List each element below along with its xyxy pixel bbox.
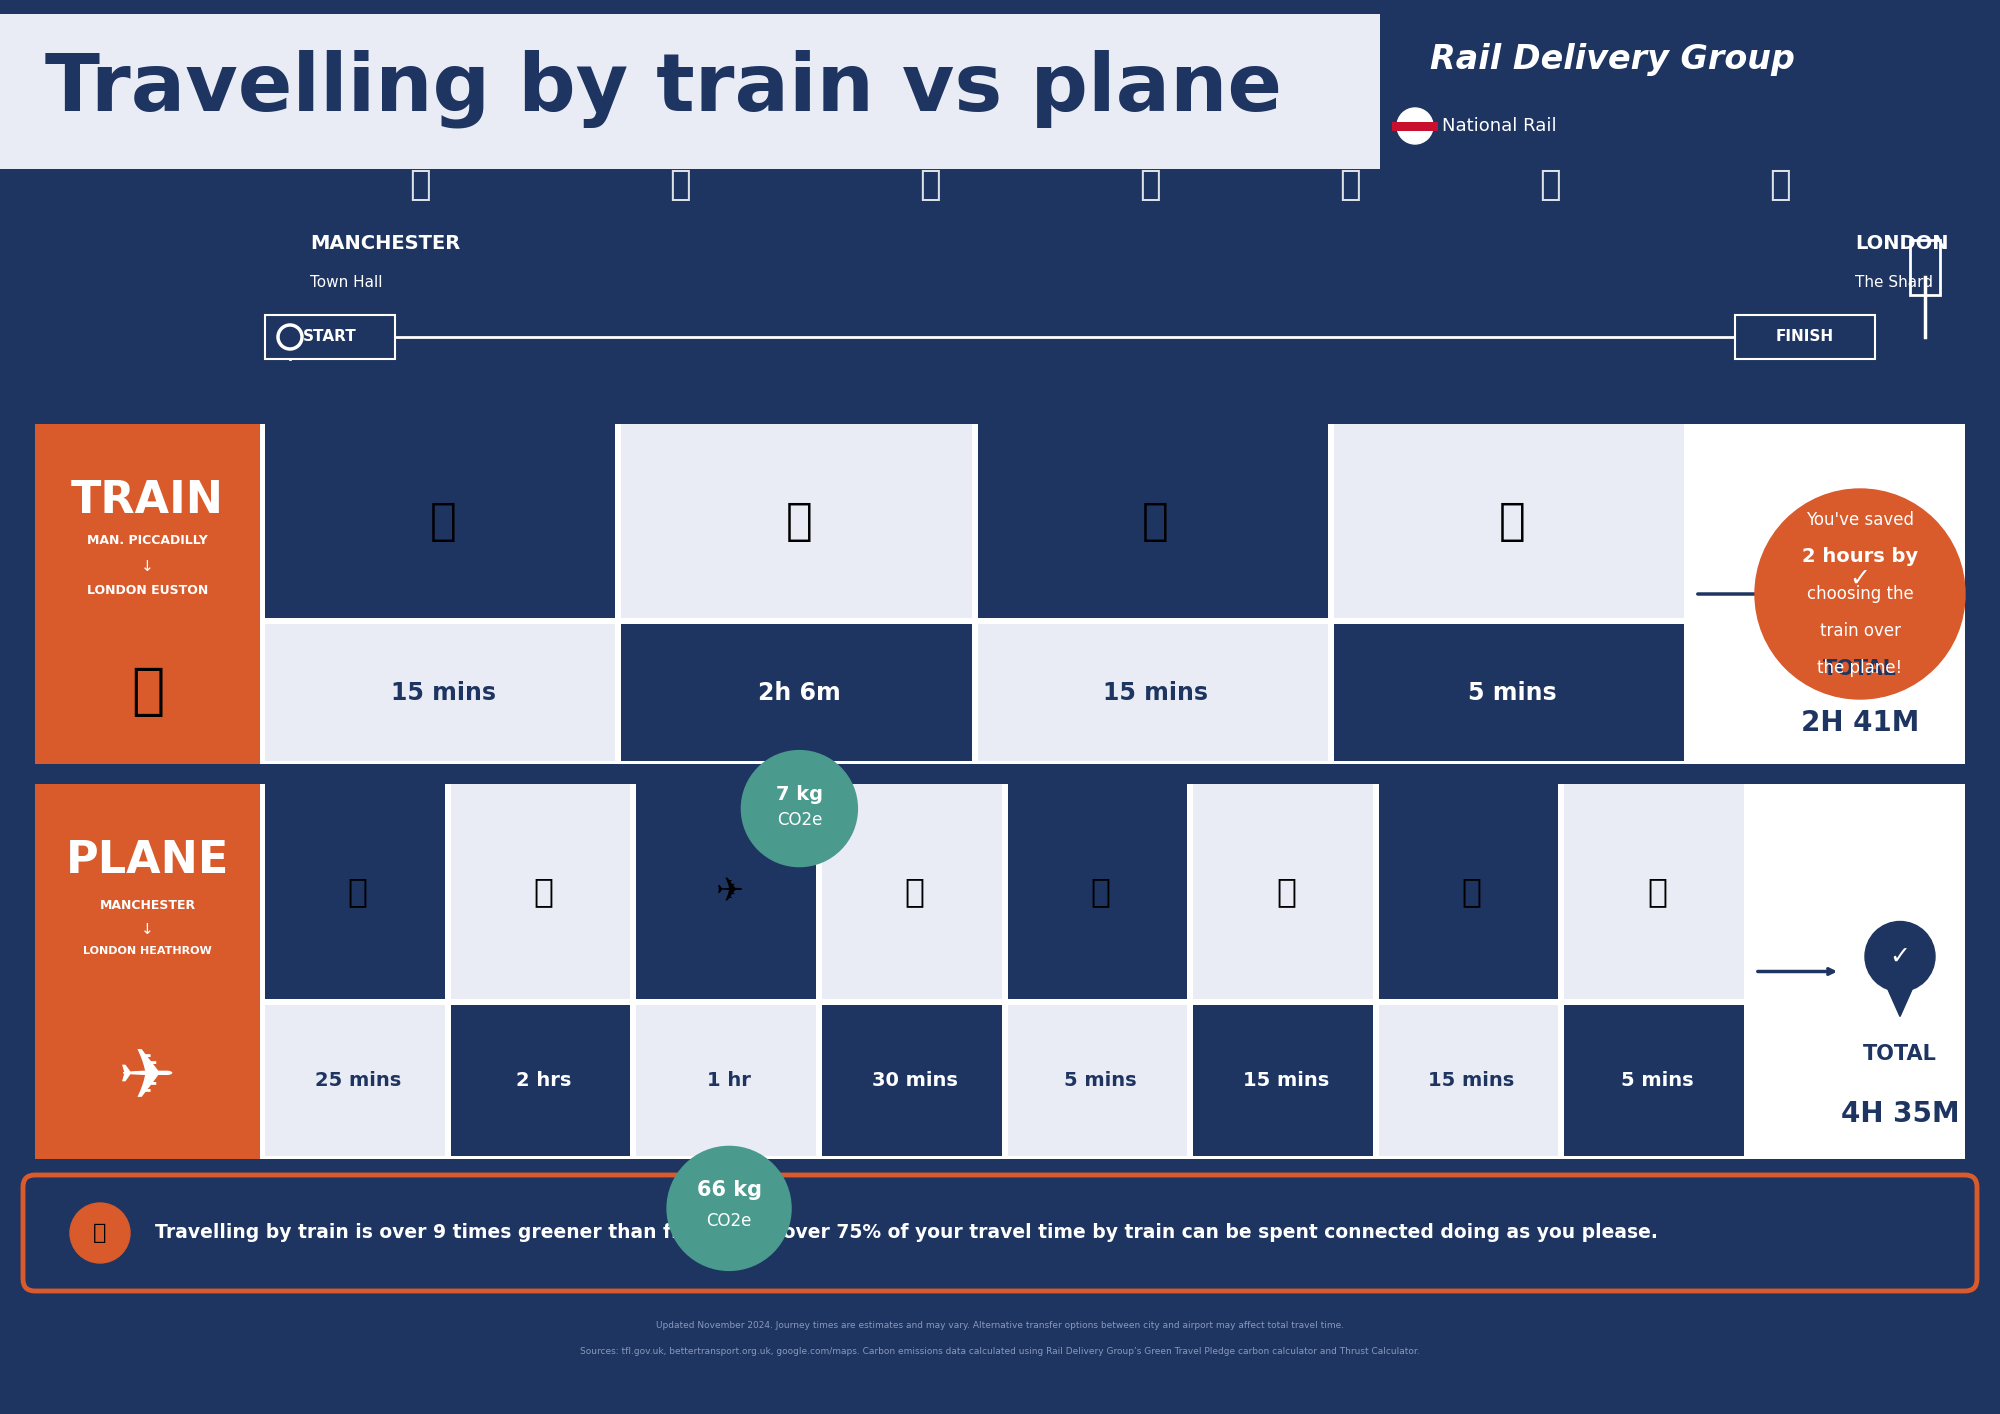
FancyBboxPatch shape xyxy=(978,624,1328,761)
Text: MAN. PICCADILLY: MAN. PICCADILLY xyxy=(88,534,208,547)
FancyBboxPatch shape xyxy=(450,1004,630,1157)
Text: 66 kg: 66 kg xyxy=(696,1179,762,1200)
Text: Sources: tfl.gov.uk, bettertransport.org.uk, google.com/maps. Carbon emissions d: Sources: tfl.gov.uk, bettertransport.org… xyxy=(580,1348,1420,1356)
FancyBboxPatch shape xyxy=(622,424,972,618)
FancyBboxPatch shape xyxy=(264,1004,444,1157)
FancyBboxPatch shape xyxy=(636,783,816,998)
FancyBboxPatch shape xyxy=(450,783,630,998)
FancyBboxPatch shape xyxy=(822,1004,1002,1157)
Text: 🚆: 🚆 xyxy=(786,499,812,543)
FancyBboxPatch shape xyxy=(0,14,1380,170)
Text: FINISH: FINISH xyxy=(1776,329,1834,345)
Circle shape xyxy=(1756,489,1966,699)
Text: Updated November 2024. Journey times are estimates and may vary. Alternative tra: Updated November 2024. Journey times are… xyxy=(656,1322,1344,1331)
Text: 2 hours by: 2 hours by xyxy=(1802,547,1918,567)
Circle shape xyxy=(1396,107,1432,144)
Text: National Rail: National Rail xyxy=(1442,117,1556,134)
Text: CO2e: CO2e xyxy=(706,1212,752,1230)
Text: 30 mins: 30 mins xyxy=(872,1070,958,1090)
FancyBboxPatch shape xyxy=(36,783,1966,1159)
Text: 🚌: 🚌 xyxy=(1276,875,1296,908)
Text: ✓: ✓ xyxy=(1850,567,1870,591)
FancyBboxPatch shape xyxy=(1392,122,1438,130)
Text: 15 mins: 15 mins xyxy=(390,680,496,704)
Text: 4H 35M: 4H 35M xyxy=(1840,1100,1960,1128)
Text: Travelling by train is over 9 times greener than flying, and over 75% of your tr: Travelling by train is over 9 times gree… xyxy=(154,1223,1658,1243)
Text: 🚶: 🚶 xyxy=(1498,499,1526,543)
FancyBboxPatch shape xyxy=(36,424,260,764)
Circle shape xyxy=(70,1203,130,1263)
FancyBboxPatch shape xyxy=(264,783,444,998)
Text: ✈: ✈ xyxy=(716,875,744,908)
Text: 15 mins: 15 mins xyxy=(1104,680,1208,704)
Text: MANCHESTER: MANCHESTER xyxy=(310,233,460,253)
FancyBboxPatch shape xyxy=(1378,783,1558,998)
Text: MANCHESTER: MANCHESTER xyxy=(100,899,196,912)
Text: ✓: ✓ xyxy=(1890,945,1910,969)
FancyBboxPatch shape xyxy=(264,424,616,618)
Text: The Shard: The Shard xyxy=(1856,274,1932,290)
Text: 5 mins: 5 mins xyxy=(1468,680,1556,704)
Text: 🚶: 🚶 xyxy=(1090,875,1110,908)
FancyBboxPatch shape xyxy=(36,424,1966,764)
Circle shape xyxy=(1866,922,1936,991)
FancyBboxPatch shape xyxy=(1008,1004,1188,1157)
Text: 25 mins: 25 mins xyxy=(314,1070,400,1090)
Text: 🚇: 🚇 xyxy=(1462,875,1482,908)
Text: 5 mins: 5 mins xyxy=(1620,1070,1694,1090)
FancyBboxPatch shape xyxy=(622,624,972,761)
Text: 🗼: 🗼 xyxy=(1770,168,1790,202)
FancyBboxPatch shape xyxy=(822,783,1002,998)
Text: 📋: 📋 xyxy=(534,875,554,908)
FancyBboxPatch shape xyxy=(1378,1004,1558,1157)
Circle shape xyxy=(742,751,858,867)
Text: PLANE: PLANE xyxy=(66,839,230,882)
FancyBboxPatch shape xyxy=(1564,1004,1744,1157)
Text: LONDON: LONDON xyxy=(1856,233,1948,253)
FancyBboxPatch shape xyxy=(1564,783,1744,998)
Text: 🚇: 🚇 xyxy=(1142,499,1168,543)
FancyBboxPatch shape xyxy=(1008,783,1188,998)
Text: 🏠: 🏠 xyxy=(1340,168,1360,202)
Text: Rail Delivery Group: Rail Delivery Group xyxy=(1430,42,1794,75)
Circle shape xyxy=(1824,544,1894,614)
Text: 🧳: 🧳 xyxy=(904,875,924,908)
Text: 💡: 💡 xyxy=(94,1223,106,1243)
FancyBboxPatch shape xyxy=(1334,624,1684,761)
Text: 🌿: 🌿 xyxy=(920,168,940,202)
Text: 1 hr: 1 hr xyxy=(708,1070,752,1090)
Circle shape xyxy=(668,1147,792,1270)
Text: 🚆: 🚆 xyxy=(130,665,164,718)
FancyBboxPatch shape xyxy=(1194,783,1372,998)
Text: You've saved: You've saved xyxy=(1806,510,1914,529)
Text: 2h 6m: 2h 6m xyxy=(758,680,840,704)
Text: ↓: ↓ xyxy=(142,922,154,937)
Text: 7 kg: 7 kg xyxy=(776,785,822,803)
Text: the plane!: the plane! xyxy=(1818,659,1902,677)
Polygon shape xyxy=(1888,990,1912,1017)
FancyBboxPatch shape xyxy=(1334,424,1684,618)
Text: 🏠: 🏠 xyxy=(1140,168,1160,202)
Text: TOTAL: TOTAL xyxy=(1864,1044,1936,1063)
Polygon shape xyxy=(776,837,822,850)
Text: 2 hrs: 2 hrs xyxy=(516,1070,572,1090)
Text: TOTAL: TOTAL xyxy=(1824,659,1896,679)
Text: 5 mins: 5 mins xyxy=(1064,1070,1136,1090)
Text: START: START xyxy=(304,329,356,345)
Text: train over: train over xyxy=(1820,622,1900,641)
Text: CO2e: CO2e xyxy=(776,812,822,829)
FancyBboxPatch shape xyxy=(1736,315,1876,359)
Text: LONDON EUSTON: LONDON EUSTON xyxy=(86,584,208,597)
Polygon shape xyxy=(1848,612,1872,639)
Text: 🏛: 🏛 xyxy=(410,168,430,202)
Text: 15 mins: 15 mins xyxy=(1242,1070,1330,1090)
FancyBboxPatch shape xyxy=(36,783,260,1159)
Text: choosing the: choosing the xyxy=(1806,585,1914,602)
FancyBboxPatch shape xyxy=(24,1175,1976,1291)
Text: ✈: ✈ xyxy=(118,1045,176,1113)
Text: LONDON HEATHROW: LONDON HEATHROW xyxy=(84,946,212,956)
Text: 🐄: 🐄 xyxy=(670,168,690,202)
FancyBboxPatch shape xyxy=(978,424,1328,618)
Text: 🚊: 🚊 xyxy=(430,499,456,543)
